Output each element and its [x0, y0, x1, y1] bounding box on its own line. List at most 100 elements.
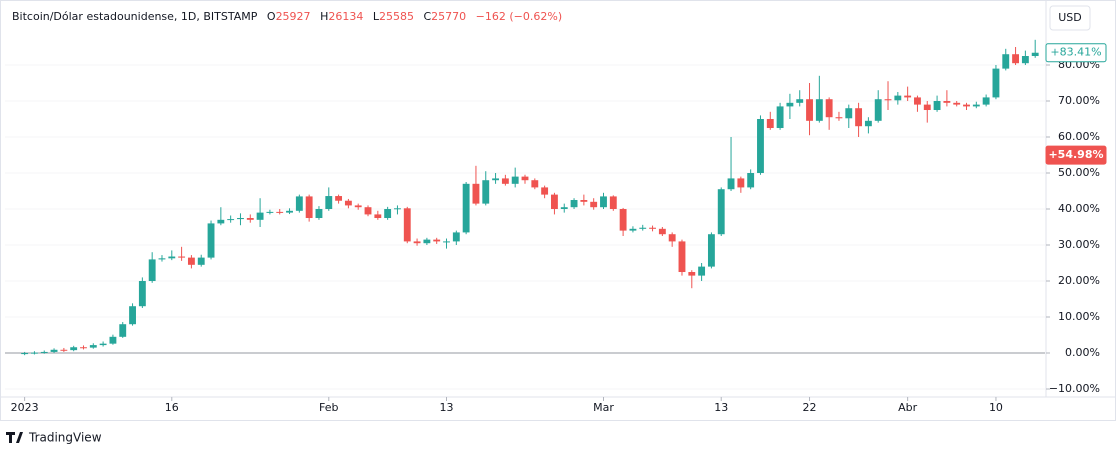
candle-body	[727, 178, 735, 190]
x-tick-label: Feb	[319, 401, 338, 414]
candle-body	[649, 227, 656, 229]
symbol: Bitcoin/Dólar estadounidense, 1D, BITSTA…	[12, 10, 258, 23]
ohlc-key: H	[320, 10, 328, 23]
candle-body	[237, 218, 244, 220]
x-tick-label: 13	[714, 401, 728, 414]
candle-body	[953, 102, 961, 105]
candle-body	[982, 97, 990, 105]
candle-body	[187, 257, 195, 265]
candle-body	[551, 194, 558, 210]
candle-body	[757, 119, 764, 174]
ohlc-value: 26134	[328, 10, 363, 23]
ohlc-value: 25927	[276, 10, 311, 23]
candle-body	[266, 211, 274, 213]
candle-body	[864, 120, 872, 127]
candle-body	[688, 272, 696, 276]
ohlc-value: 25770	[431, 10, 466, 23]
candle-body	[914, 97, 921, 105]
candle-body	[1021, 56, 1029, 64]
candle-body	[40, 351, 48, 353]
candle-body	[207, 223, 215, 258]
candle-body	[423, 239, 431, 244]
candle-body	[276, 211, 284, 213]
candle-body	[786, 102, 794, 107]
candle-body	[668, 234, 676, 242]
x-tick-label: 16	[165, 401, 179, 414]
currency-label[interactable]: USD	[1058, 11, 1082, 24]
candle-body	[619, 209, 627, 231]
candle-body	[590, 201, 598, 208]
candle-body	[138, 281, 146, 307]
ohlc-value: 25585	[379, 10, 414, 23]
brand: TradingView	[6, 431, 102, 445]
candle-body	[394, 208, 401, 210]
candle-body	[325, 196, 333, 210]
ohlc-key: C	[423, 10, 431, 23]
candle-body	[129, 306, 136, 325]
candle-body	[1031, 52, 1039, 57]
candle-body	[168, 256, 176, 259]
candle-body	[796, 99, 804, 103]
y-tick-label: 20.00%	[1058, 274, 1100, 287]
x-tick-label: 10	[989, 401, 1003, 414]
candle-body	[256, 212, 264, 220]
candle-body	[521, 176, 529, 181]
price-badge-label: +83.41%	[1050, 46, 1101, 59]
candle-body	[335, 196, 343, 201]
candle-body	[21, 353, 29, 355]
legend-line: Bitcoin/Dólar estadounidense, 1D, BITSTA…	[12, 10, 562, 23]
brand-name: TradingView	[28, 431, 102, 445]
candle-body	[776, 106, 784, 129]
candle-body	[874, 99, 882, 121]
candle-body	[531, 180, 539, 188]
candle-body	[884, 99, 892, 101]
candle-body	[413, 241, 421, 244]
candle-body	[972, 104, 980, 107]
y-tick-label: 30.00%	[1058, 238, 1100, 251]
candle-body	[364, 207, 372, 215]
candle-body	[609, 196, 617, 210]
candle-body	[482, 180, 490, 204]
candle-body	[403, 208, 411, 242]
y-tick-label: 60.00%	[1058, 130, 1100, 143]
candle-body	[747, 173, 755, 188]
candle-body	[119, 324, 127, 337]
candle-body	[511, 176, 519, 184]
price-badge-label: +54.98%	[1048, 148, 1103, 161]
candle-body	[825, 99, 833, 118]
x-tick-label: 22	[803, 401, 817, 414]
candle-body	[933, 101, 941, 111]
candle-body	[698, 266, 706, 276]
candle-body	[344, 200, 352, 206]
candle-body	[374, 214, 382, 219]
y-tick-label: −10.00%	[1049, 382, 1100, 395]
candle-body	[629, 228, 637, 231]
x-tick-label: 2023	[11, 401, 39, 414]
y-tick-label: 70.00%	[1058, 94, 1100, 107]
candle-body	[1012, 54, 1019, 64]
plot	[5, 39, 1045, 390]
candle-body	[600, 196, 607, 208]
candle-body	[580, 200, 588, 202]
candle-body	[433, 239, 441, 242]
currency-button[interactable]	[1049, 5, 1091, 31]
candle-body	[217, 219, 225, 224]
candle-body	[737, 178, 745, 188]
candle-body	[31, 352, 38, 354]
candle-body	[766, 119, 774, 129]
price-badge	[1045, 43, 1107, 63]
candle-body	[197, 257, 205, 265]
candle-body	[315, 209, 323, 219]
candle-body	[50, 349, 58, 352]
candle-body	[246, 218, 254, 220]
candle-body	[963, 104, 970, 107]
candle-body	[178, 256, 186, 258]
candle-body	[472, 183, 480, 204]
candle-body	[845, 108, 853, 119]
candle-body	[305, 196, 313, 219]
candle-body	[658, 228, 666, 235]
candle-body	[286, 210, 293, 213]
y-tick-label: 10.00%	[1058, 310, 1100, 323]
y-tick-label: 0.00%	[1065, 346, 1100, 359]
